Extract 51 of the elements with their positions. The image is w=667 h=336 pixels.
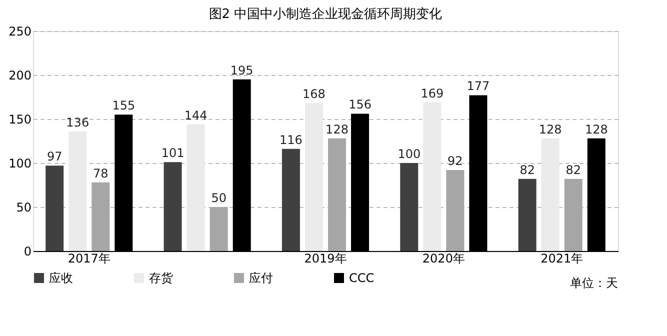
data-label: 168: [302, 87, 326, 102]
y-tick-label: 200: [8, 68, 32, 82]
bar: [282, 148, 300, 251]
y-tick-label: 100: [8, 156, 32, 170]
bar: [446, 170, 464, 251]
data-label: 128: [326, 122, 348, 136]
data-label: 100: [398, 147, 421, 161]
data-label: 50: [211, 191, 226, 205]
chart-title: 图2 中国中小制造企业现金循环周期变化: [208, 7, 442, 22]
legend-label: 存货: [149, 271, 173, 285]
data-label: 156: [348, 98, 372, 112]
data-label: 116: [280, 132, 302, 147]
bar: [92, 182, 110, 251]
x-tick-label: 2020年: [422, 252, 465, 266]
bar: [518, 178, 536, 251]
x-tick-label: 2019年: [304, 252, 347, 266]
data-label: 82: [520, 162, 535, 177]
y-tick-label: 250: [8, 24, 32, 38]
bar: [564, 178, 582, 251]
x-tick-label: 2021年: [540, 252, 584, 266]
bar: [304, 103, 323, 251]
legend-label: CCC: [349, 271, 374, 285]
y-tick-label: 50: [16, 200, 32, 214]
data-label: 82: [566, 162, 582, 177]
data-label: 128: [538, 122, 562, 136]
legend-label: 应收: [49, 271, 73, 285]
x-tick-label: 2017年: [68, 252, 110, 266]
data-label: 155: [112, 98, 136, 113]
bar: [541, 138, 560, 251]
data-label: 92: [448, 154, 463, 168]
bar: [423, 102, 442, 251]
bar: [400, 163, 418, 251]
data-label: 101: [161, 146, 184, 160]
bar: [328, 138, 346, 251]
y-tick-label: 150: [8, 112, 32, 126]
data-label: 195: [230, 63, 254, 78]
bar: [210, 207, 228, 251]
bar: [164, 162, 182, 251]
data-label: 169: [420, 86, 444, 100]
data-label: 78: [93, 166, 108, 180]
data-label: 144: [184, 108, 208, 122]
text: 单位：天: [570, 276, 618, 290]
bar: [68, 131, 87, 251]
data-label: 177: [466, 79, 490, 94]
data-label: 97: [46, 150, 62, 164]
legend-label: 应付: [249, 271, 273, 285]
bar: [46, 166, 64, 251]
bar: [186, 124, 205, 251]
data-label: 128: [584, 122, 608, 136]
y-tick-label: 0: [24, 244, 32, 258]
data-label: 136: [66, 115, 90, 130]
